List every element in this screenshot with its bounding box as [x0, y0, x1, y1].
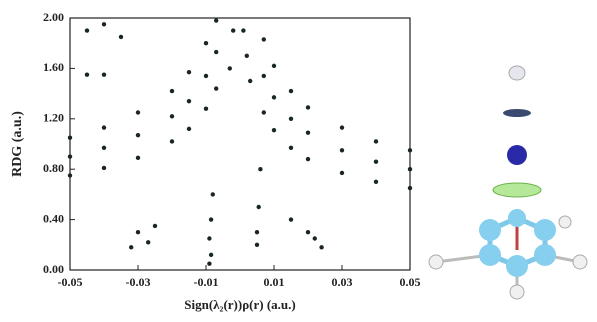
y-tick-label: 2.00 — [43, 10, 64, 24]
point — [313, 236, 317, 240]
point — [119, 35, 123, 39]
point — [319, 245, 323, 249]
point — [289, 146, 293, 150]
x-tick-label: 0.01 — [264, 275, 285, 289]
point — [136, 156, 140, 160]
atom — [509, 66, 525, 80]
point — [408, 167, 412, 171]
point — [262, 110, 266, 114]
point — [136, 133, 140, 137]
point — [289, 117, 293, 121]
point — [340, 148, 344, 152]
point — [102, 146, 106, 150]
point — [255, 230, 259, 234]
atom — [507, 145, 527, 165]
point — [68, 136, 72, 140]
point — [207, 236, 211, 240]
point — [187, 127, 191, 131]
point — [340, 125, 344, 129]
x-tick-label: -0.01 — [194, 275, 219, 289]
x-tick-label: -0.03 — [126, 275, 151, 289]
point — [231, 28, 235, 32]
point — [306, 130, 310, 134]
y-axis-label: RDG (a.u.) — [10, 111, 25, 177]
point — [102, 73, 106, 77]
x-tick-label: -0.05 — [58, 275, 83, 289]
point — [146, 240, 150, 244]
point — [255, 243, 259, 247]
point — [153, 224, 157, 228]
point — [204, 74, 208, 78]
point — [85, 28, 89, 32]
point — [289, 89, 293, 93]
molecule — [429, 66, 587, 299]
x-tick-label: 0.03 — [332, 275, 353, 289]
y-tick-label: 0.40 — [43, 211, 64, 225]
y-tick-label: 1.20 — [43, 111, 64, 125]
point — [102, 125, 106, 129]
point — [102, 22, 106, 26]
surface — [503, 109, 531, 117]
point — [272, 64, 276, 68]
point — [209, 253, 213, 257]
point — [211, 192, 215, 196]
point — [289, 217, 293, 221]
point — [170, 114, 174, 118]
point — [170, 139, 174, 143]
point — [187, 99, 191, 103]
plot-frame — [70, 18, 410, 270]
x-tick-label: 0.05 — [400, 275, 421, 289]
point — [306, 157, 310, 161]
point — [204, 41, 208, 45]
figure: RDG (a.u.) Sign(λ₂(r))ρ(r) (a.u.) 0.00 0.… — [0, 0, 597, 322]
point — [272, 95, 276, 99]
point — [408, 186, 412, 190]
point — [374, 139, 378, 143]
point — [214, 50, 218, 54]
point — [68, 154, 72, 158]
point — [340, 171, 344, 175]
point — [214, 18, 218, 22]
point — [374, 159, 378, 163]
point — [207, 262, 211, 266]
y-tick-label: 0.80 — [43, 161, 64, 175]
point — [374, 180, 378, 184]
point — [306, 230, 310, 234]
point — [187, 70, 191, 74]
point — [228, 66, 232, 70]
y-tick-label: 1.60 — [43, 60, 64, 74]
point — [136, 230, 140, 234]
point — [257, 205, 261, 209]
point — [204, 107, 208, 111]
point — [262, 74, 266, 78]
point — [214, 86, 218, 90]
point — [241, 28, 245, 32]
point — [248, 79, 252, 83]
point — [129, 245, 133, 249]
y-tick-label: 0.00 — [43, 262, 64, 276]
point — [136, 110, 140, 114]
point — [68, 173, 72, 177]
point — [408, 148, 412, 152]
point — [209, 217, 213, 221]
x-axis-label: Sign(λ₂(r))ρ(r) (a.u.) — [184, 297, 295, 312]
point — [306, 105, 310, 109]
point — [272, 128, 276, 132]
point — [245, 54, 249, 58]
point — [85, 73, 89, 77]
point — [102, 166, 106, 170]
point — [170, 89, 174, 93]
point — [258, 167, 262, 171]
point — [262, 37, 266, 41]
surface — [493, 183, 541, 197]
